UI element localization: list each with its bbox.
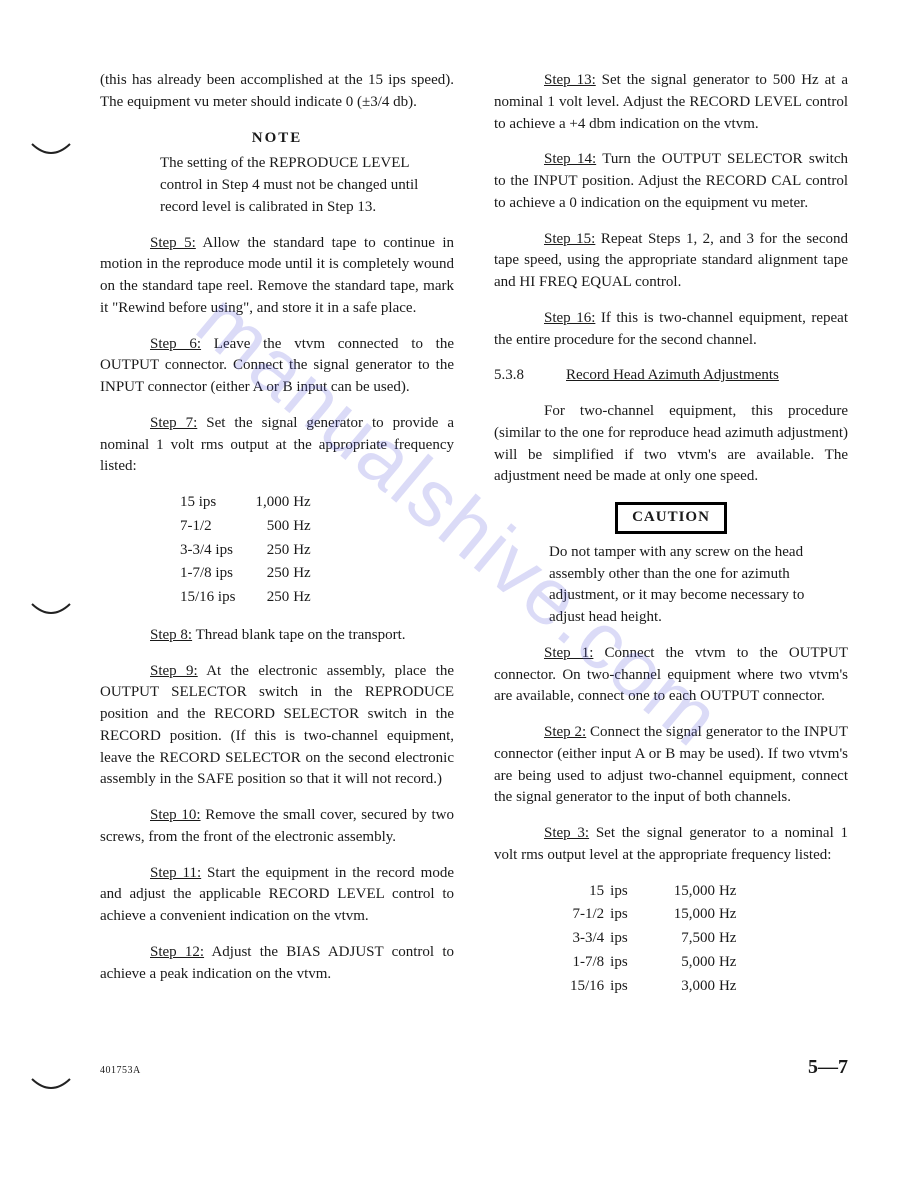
step-12-label: Step 12: — [150, 944, 204, 960]
step-8: Step 8: Thread blank tape on the transpo… — [100, 625, 454, 647]
table-row: 15/16ips3,000Hz — [564, 976, 742, 1000]
table-row: 7-1/2ips15,000Hz — [564, 904, 742, 928]
step-13-label: Step 13: — [544, 72, 596, 88]
step-9-text: At the electronic assembly, place the OU… — [100, 663, 454, 788]
speed-cell: 1-7/8 ips — [170, 563, 245, 587]
value-cell: 7,500 — [668, 928, 719, 952]
rstep-2: Step 2: Connect the signal generator to … — [494, 722, 848, 809]
speed-cell: 15 — [564, 881, 604, 905]
note-heading: NOTE — [100, 128, 454, 150]
rstep-1: Step 1: Connect the vtvm to the OUTPUT c… — [494, 643, 848, 708]
speed-cell: 7-1/2 — [170, 516, 245, 540]
unit-cell: Hz — [293, 563, 321, 587]
value-cell: 500 — [245, 516, 293, 540]
rstep-1-label: Step 1: — [544, 645, 593, 661]
unit-cell: Hz — [293, 516, 321, 540]
step-16-label: Step 16: — [544, 310, 595, 326]
table-row: 15ips15,000Hz — [564, 881, 742, 905]
ips-cell: ips — [604, 976, 668, 1000]
step-6-label: Step 6: — [150, 336, 201, 352]
value-cell: 15,000 — [668, 881, 719, 905]
step-9: Step 9: At the electronic assembly, plac… — [100, 661, 454, 792]
note-body: The setting of the REPRODUCE LEVEL contr… — [160, 153, 429, 218]
intro-paragraph: (this has already been accomplished at t… — [100, 70, 454, 114]
value-cell: 250 — [245, 563, 293, 587]
rstep-3: Step 3: Set the signal generator to a no… — [494, 823, 848, 867]
ips-cell: ips — [604, 928, 668, 952]
step-9-label: Step 9: — [150, 663, 198, 679]
frequency-table-2: 15ips15,000Hz 7-1/2ips15,000Hz 3-3/4ips7… — [564, 881, 742, 1000]
table-row: 15/16 ips250Hz — [170, 587, 321, 611]
value-cell: 15,000 — [668, 904, 719, 928]
rstep-2-label: Step 2: — [544, 724, 586, 740]
left-column: (this has already been accomplished at t… — [100, 70, 454, 1013]
step-14: Step 14: Turn the OUTPUT SELECTOR switch… — [494, 149, 848, 214]
step-8-label: Step 8: — [150, 627, 192, 643]
caution-wrap: CAUTION — [494, 502, 848, 534]
value-cell: 250 — [245, 540, 293, 564]
document-id: 401753A — [100, 1064, 141, 1079]
unit-cell: Hz — [293, 540, 321, 564]
speed-cell: 15/16 ips — [170, 587, 245, 611]
step-7-label: Step 7: — [150, 415, 197, 431]
step-8-text: Thread blank tape on the transport. — [192, 627, 405, 643]
table-row: 15 ips1,000Hz — [170, 492, 321, 516]
unit-cell: Hz — [719, 928, 743, 952]
unit-cell: Hz — [719, 881, 743, 905]
ips-cell: ips — [604, 881, 668, 905]
caution-heading: CAUTION — [615, 502, 727, 534]
step-11: Step 11: Start the equipment in the reco… — [100, 863, 454, 928]
step-12: Step 12: Adjust the BIAS ADJUST control … — [100, 942, 454, 986]
right-column: Step 13: Set the signal generator to 500… — [494, 70, 848, 1013]
step-16: Step 16: If this is two-channel equipmen… — [494, 308, 848, 352]
unit-cell: Hz — [719, 976, 743, 1000]
page-footer: 401753A 5—7 — [100, 1053, 848, 1082]
step-10-label: Step 10: — [150, 807, 201, 823]
step-6: Step 6: Leave the vtvm connected to the … — [100, 334, 454, 399]
value-cell: 250 — [245, 587, 293, 611]
section-intro: For two-channel equipment, this procedur… — [494, 401, 848, 488]
unit-cell: Hz — [719, 952, 743, 976]
page-columns: (this has already been accomplished at t… — [100, 70, 848, 1013]
frequency-table-1: 15 ips1,000Hz 7-1/2500Hz 3-3/4 ips250Hz … — [170, 492, 321, 611]
speed-cell: 15/16 — [564, 976, 604, 1000]
table-row: 7-1/2500Hz — [170, 516, 321, 540]
speed-cell: 15 ips — [170, 492, 245, 516]
step-15: Step 15: Repeat Steps 1, 2, and 3 for th… — [494, 229, 848, 294]
table-row: 1-7/8ips5,000Hz — [564, 952, 742, 976]
ips-cell: ips — [604, 952, 668, 976]
binding-mark-1 — [30, 140, 72, 160]
speed-cell: 3-3/4 — [564, 928, 604, 952]
step-10: Step 10: Remove the small cover, secured… — [100, 805, 454, 849]
table-row: 3-3/4 ips250Hz — [170, 540, 321, 564]
unit-cell: Hz — [293, 587, 321, 611]
step-11-label: Step 11: — [150, 865, 201, 881]
value-cell: 5,000 — [668, 952, 719, 976]
speed-cell: 3-3/4 ips — [170, 540, 245, 564]
ips-cell: ips — [604, 904, 668, 928]
unit-cell: Hz — [719, 904, 743, 928]
section-title: Record Head Azimuth Adjustments — [566, 365, 779, 387]
step-15-label: Step 15: — [544, 231, 595, 247]
step-5-label: Step 5: — [150, 235, 196, 251]
unit-cell: Hz — [293, 492, 321, 516]
table-row: 1-7/8 ips250Hz — [170, 563, 321, 587]
rstep-3-label: Step 3: — [544, 825, 589, 841]
speed-cell: 1-7/8 — [564, 952, 604, 976]
caution-body: Do not tamper with any screw on the head… — [549, 542, 823, 629]
table-row: 3-3/4ips7,500Hz — [564, 928, 742, 952]
section-heading: 5.3.8 Record Head Azimuth Adjustments — [494, 365, 848, 387]
binding-mark-3 — [30, 1075, 72, 1095]
page-number: 5—7 — [808, 1053, 848, 1082]
step-14-label: Step 14: — [544, 151, 596, 167]
value-cell: 1,000 — [245, 492, 293, 516]
speed-cell: 7-1/2 — [564, 904, 604, 928]
step-5: Step 5: Allow the standard tape to conti… — [100, 233, 454, 320]
step-7: Step 7: Set the signal generator to prov… — [100, 413, 454, 478]
binding-mark-2 — [30, 600, 72, 620]
section-number: 5.3.8 — [494, 365, 566, 387]
step-13: Step 13: Set the signal generator to 500… — [494, 70, 848, 135]
value-cell: 3,000 — [668, 976, 719, 1000]
